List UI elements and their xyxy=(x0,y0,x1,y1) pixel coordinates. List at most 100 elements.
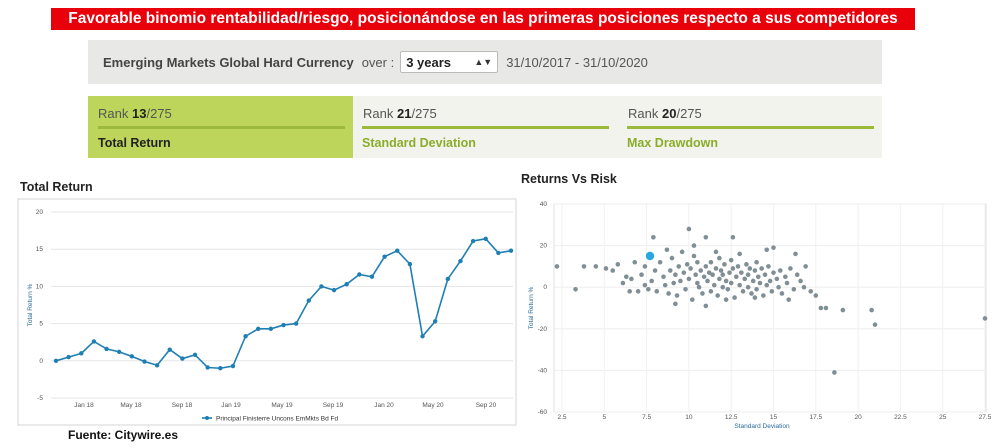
data-point xyxy=(508,248,514,253)
scatter-point xyxy=(754,259,759,265)
data-point xyxy=(458,258,463,264)
scatter-point xyxy=(708,259,714,265)
select-arrows-icon: ▲▼ xyxy=(474,57,493,67)
rank-tab-standard-deviation[interactable]: Rank 21/275 Standard Deviation xyxy=(353,96,618,158)
data-point xyxy=(293,321,299,326)
fund-selector-bar: Emerging Markets Global Hard Currency ov… xyxy=(88,40,882,84)
scatter-point xyxy=(689,297,695,302)
y-tick-label: 20 xyxy=(36,209,44,216)
scatter-point xyxy=(666,291,671,296)
rank-text: Rank 20/275 xyxy=(628,106,702,121)
scatter-point xyxy=(720,284,726,290)
scatter-point xyxy=(752,295,758,300)
scatter-point xyxy=(771,245,776,250)
scatter-point xyxy=(671,280,676,286)
scatter-point xyxy=(744,262,749,267)
scatter-point xyxy=(745,272,751,278)
rank-tab-total-return[interactable]: Rank 13/275 Total Return xyxy=(88,96,353,158)
highlighted-fund-point xyxy=(645,251,655,261)
returns-vs-risk-chart-title: Returns Vs Risk xyxy=(521,172,617,186)
scatter-point xyxy=(872,322,878,327)
scatter-point xyxy=(742,276,748,282)
scatter-point xyxy=(823,305,829,311)
rank-tab-max-drawdown[interactable]: Rank 20/275 Max Drawdown xyxy=(618,96,882,158)
scatter-point xyxy=(832,370,837,375)
plot-frame xyxy=(553,203,987,413)
scatter-point xyxy=(737,282,742,288)
scatter-point xyxy=(695,280,700,286)
scatter-point xyxy=(620,280,626,286)
data-point xyxy=(129,354,135,359)
scatter-point xyxy=(703,303,709,309)
scatter-point xyxy=(788,266,793,271)
y-tick-label: -5 xyxy=(37,395,43,402)
data-point xyxy=(230,363,236,369)
scatter-point xyxy=(691,243,697,248)
scatter-point xyxy=(733,274,739,280)
scatter-point xyxy=(683,286,688,292)
scatter-point xyxy=(750,278,756,284)
scatter-point xyxy=(777,268,783,273)
scatter-point xyxy=(713,266,719,271)
scatter-point xyxy=(669,255,675,261)
data-point xyxy=(445,276,451,282)
scatter-point xyxy=(696,284,702,290)
scatter-point xyxy=(759,266,764,271)
scatter-point xyxy=(791,286,797,292)
scatter-point xyxy=(691,253,697,259)
rank-text: Rank 21/275 xyxy=(363,106,437,121)
x-tick-label: 7.5 xyxy=(642,414,651,421)
data-point xyxy=(53,358,59,363)
scatter-point xyxy=(723,278,729,284)
y-axis-label: Total Return % xyxy=(528,286,535,329)
scatter-point xyxy=(676,264,682,269)
x-tick-label: 22.5 xyxy=(894,414,907,421)
rank-text: Rank 13/275 xyxy=(98,106,172,121)
scatter-point xyxy=(708,289,714,294)
scatter-point xyxy=(764,247,770,253)
x-tick-label: 15 xyxy=(770,414,778,421)
scatter-point xyxy=(761,293,766,298)
scatter-point xyxy=(728,257,734,263)
data-point xyxy=(420,334,425,339)
scatter-point xyxy=(657,259,663,265)
data-point xyxy=(432,319,438,324)
scatter-point xyxy=(725,286,731,292)
scatter-point xyxy=(982,316,988,321)
scatter-point xyxy=(720,272,726,278)
scatter-point xyxy=(728,280,734,286)
scatter-point xyxy=(769,289,775,294)
period-select[interactable]: 3 years ▲▼ xyxy=(400,51,499,73)
x-tick-label: Sep 20 xyxy=(476,402,497,409)
scatter-point xyxy=(774,276,780,282)
scatter-point xyxy=(703,234,709,240)
data-point xyxy=(180,356,185,361)
scatter-point xyxy=(701,274,707,280)
scatter-point xyxy=(752,268,758,273)
y-tick-label: -40 xyxy=(538,367,548,374)
scatter-point xyxy=(688,266,693,271)
data-point xyxy=(331,287,337,293)
scatter-point xyxy=(808,289,814,294)
scatter-point xyxy=(593,264,599,269)
scatter-point xyxy=(632,259,638,265)
x-tick-label: 27.5 xyxy=(979,414,992,421)
scatter-point xyxy=(818,305,824,311)
scatter-point xyxy=(642,282,648,288)
scatter-point xyxy=(718,268,724,273)
scatter-point xyxy=(711,282,717,288)
legend-marker xyxy=(205,416,209,420)
chart-frame xyxy=(17,198,517,426)
scatter-point xyxy=(779,291,785,296)
rank-tabs: Rank 13/275 Total Return Rank 21/275 Sta… xyxy=(88,96,882,158)
scatter-point xyxy=(766,264,771,269)
scatter-point xyxy=(722,262,727,267)
period-select-value: 3 years xyxy=(406,54,452,70)
data-point xyxy=(91,339,97,344)
scatter-point xyxy=(667,268,673,273)
data-point xyxy=(407,261,413,267)
x-tick-label: 25 xyxy=(939,414,947,421)
x-tick-label: Jan 20 xyxy=(374,402,394,409)
scatter-point xyxy=(803,264,808,269)
